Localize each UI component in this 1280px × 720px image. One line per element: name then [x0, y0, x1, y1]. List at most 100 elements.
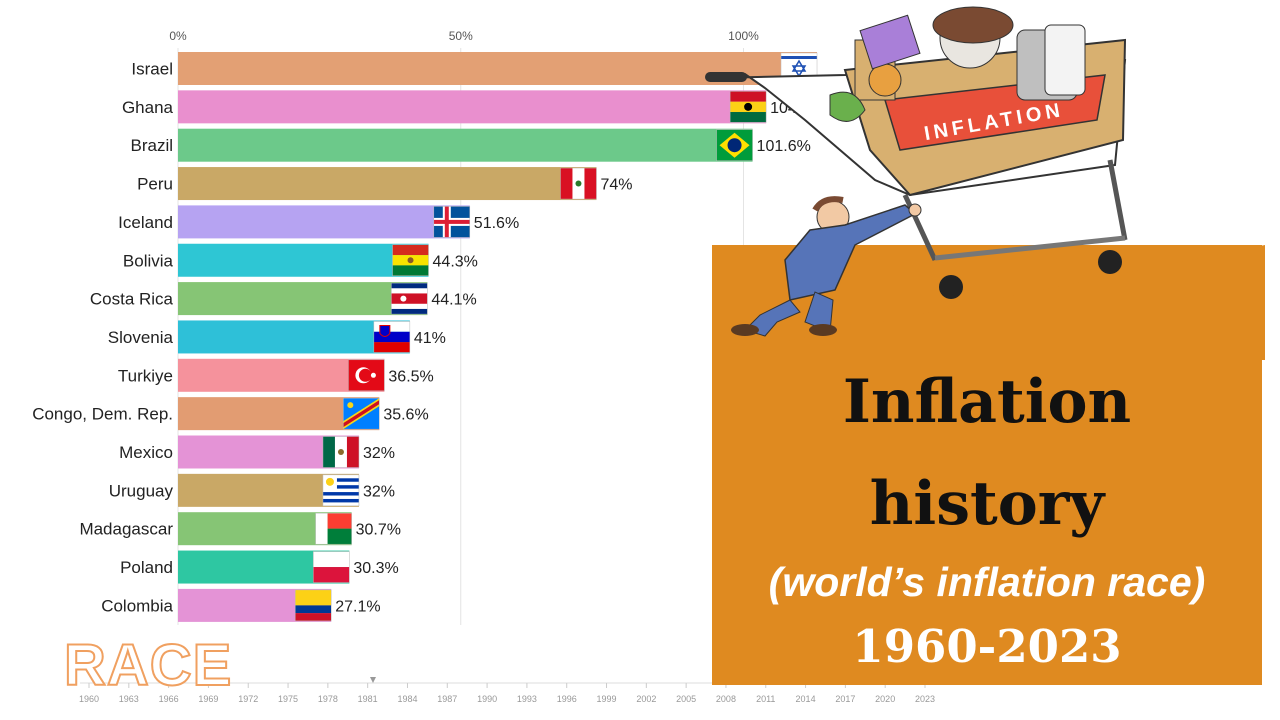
- timeline-year: 1975: [278, 694, 298, 704]
- value-label: 35.6%: [383, 407, 428, 424]
- timeline-year: 1984: [397, 694, 417, 704]
- flag-icon: [392, 244, 429, 276]
- title-line-1: Inflation: [842, 367, 1132, 437]
- flag-icon: [729, 91, 767, 123]
- value-label: 30.3%: [353, 560, 398, 577]
- x-tick-label: 50%: [449, 29, 473, 43]
- timeline-year: 1987: [437, 694, 457, 704]
- timeline-year: 1993: [517, 694, 537, 704]
- value-label: 51.6%: [474, 215, 519, 232]
- timeline-year: 2017: [835, 694, 855, 704]
- category-label: Ghana: [122, 98, 174, 117]
- timeline-year: 1966: [159, 694, 179, 704]
- bar-row: Slovenia 41%: [108, 320, 446, 354]
- category-label: Brazil: [130, 136, 173, 155]
- bar-row: Bolivia 44.3%: [123, 243, 478, 277]
- timeline-year: 1999: [597, 694, 617, 704]
- hill-shape: [712, 245, 1265, 360]
- bar-row: Uruguay 32%: [109, 473, 395, 507]
- flag-icon: [716, 129, 753, 161]
- bar-row: Madagascar 30.7%: [79, 512, 401, 546]
- category-label: Bolivia: [123, 251, 174, 270]
- bar: [178, 205, 470, 239]
- bar: [178, 320, 410, 354]
- timeline-year: 1969: [198, 694, 218, 704]
- category-label: Congo, Dem. Rep.: [32, 405, 173, 424]
- bar-row: Turkiye 36.5%: [118, 358, 434, 392]
- flag-icon: [348, 359, 385, 392]
- timeline-year: 2020: [875, 694, 895, 704]
- timeline-year: 1978: [318, 694, 338, 704]
- bar: [178, 90, 767, 124]
- cart-icon: INFLATION: [705, 6, 1128, 299]
- timeline-year: 2011: [756, 694, 775, 704]
- value-label: 44.3%: [433, 253, 478, 270]
- bar: [178, 128, 753, 162]
- race-watermark: RACE: [63, 632, 233, 699]
- flag-icon: [315, 512, 352, 545]
- category-label: Peru: [137, 175, 173, 194]
- timeline-year: 1996: [557, 694, 577, 704]
- value-label: 101.6%: [757, 138, 811, 155]
- x-tick-label: 100%: [728, 29, 759, 43]
- category-label: Poland: [120, 558, 173, 577]
- timeline-year: 2002: [636, 694, 656, 704]
- bars: Israel Ghana104% Brazil 101.6% Peru 74% Icelan…: [32, 52, 818, 622]
- category-label: Costa Rica: [90, 290, 174, 309]
- timeline-year: 1972: [238, 694, 258, 704]
- bar-row: Iceland 51.6%: [118, 205, 519, 239]
- value-label: 36.5%: [388, 368, 433, 385]
- value-label: 74%: [600, 177, 632, 194]
- timeline-year: 2008: [716, 694, 736, 704]
- bar-row: Congo, Dem. Rep. 35.6%: [32, 397, 429, 431]
- bar-row: Costa Rica 44.1%: [90, 282, 477, 316]
- title-line-2: history: [869, 469, 1105, 539]
- category-label: Mexico: [119, 443, 173, 462]
- bar: [178, 282, 428, 316]
- bar: [178, 243, 429, 277]
- category-label: Colombia: [101, 596, 173, 615]
- value-label: 44.1%: [431, 292, 476, 309]
- category-label: Turkiye: [118, 366, 173, 385]
- flag-icon: [373, 321, 411, 353]
- category-label: Israel: [131, 60, 173, 79]
- bar-row: Colombia 27.1%: [101, 588, 381, 622]
- timeline-year: 1963: [119, 694, 139, 704]
- flag-icon: [433, 206, 471, 238]
- value-label: 41%: [414, 330, 446, 347]
- year-range: 1960-2023: [852, 620, 1122, 673]
- category-label: Slovenia: [108, 328, 174, 347]
- category-label: Madagascar: [79, 520, 173, 539]
- bar-row: Poland 30.3%: [120, 550, 399, 584]
- category-label: Iceland: [118, 213, 173, 232]
- timeline-marker-icon[interactable]: [370, 677, 376, 683]
- bar: [178, 167, 597, 201]
- man-pushing-cart-icon: [731, 196, 922, 337]
- bar-row: Peru 74%: [137, 167, 633, 201]
- flag-icon: [560, 167, 597, 200]
- bar-row: Ghana104%: [122, 90, 811, 124]
- flag-icon: [391, 282, 428, 315]
- flag-icon: [313, 551, 350, 583]
- timeline-year: 1960: [79, 694, 99, 704]
- bar-row: Mexico 32%: [119, 435, 395, 469]
- flag-icon: [343, 397, 380, 430]
- timeline-year: 2014: [796, 694, 816, 704]
- value-label: 27.1%: [335, 598, 380, 615]
- value-label: 32%: [363, 483, 395, 500]
- bar-row: Brazil 101.6%: [130, 128, 811, 162]
- timeline-year: 2023: [915, 694, 935, 704]
- timeline-year: 1981: [358, 694, 378, 704]
- flag-icon: [322, 474, 360, 507]
- timeline-year: 1990: [477, 694, 497, 704]
- flag-icon: [322, 436, 360, 468]
- value-label: 30.7%: [356, 522, 401, 539]
- x-axis: 0% 50% 100%: [169, 29, 759, 43]
- subtitle: (world’s inflation race): [768, 559, 1206, 605]
- timeline-year: 2005: [676, 694, 696, 704]
- value-label: 32%: [363, 445, 395, 462]
- flag-icon: [295, 589, 332, 622]
- shopping-cart-illustration: INFLATION: [705, 6, 1265, 360]
- x-tick-label: 0%: [169, 29, 187, 43]
